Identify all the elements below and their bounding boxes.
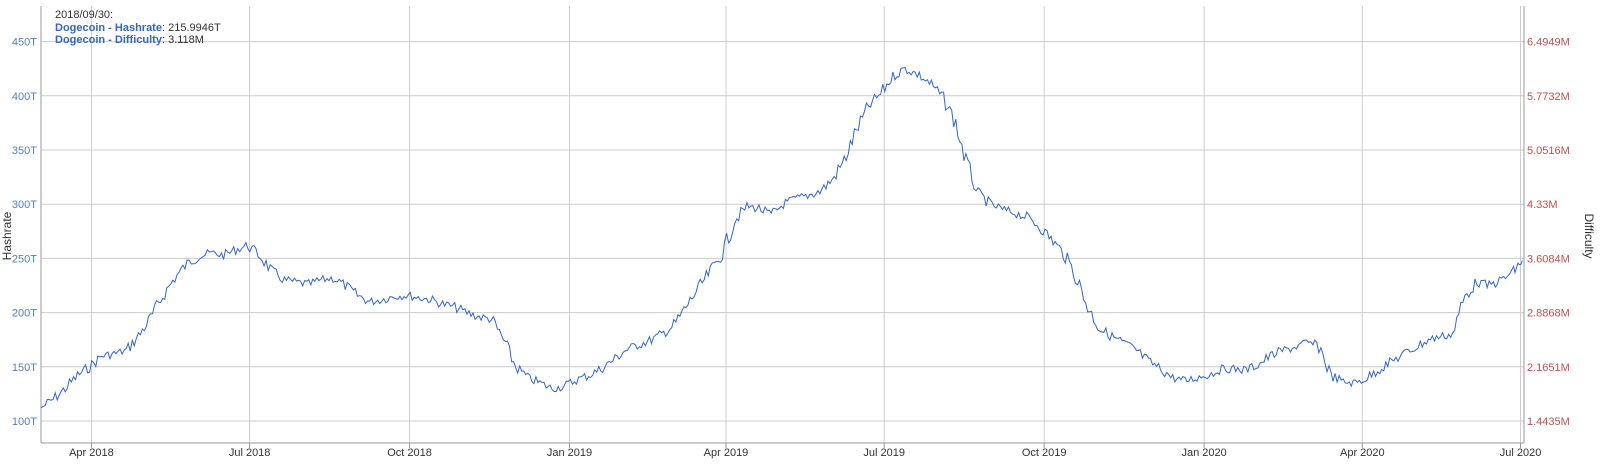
x-tick-label: Apr 2018 (69, 447, 114, 459)
grid-lines (41, 6, 1524, 443)
x-tick-label: Oct 2019 (1022, 447, 1067, 459)
x-tick-label: Apr 2019 (704, 447, 749, 459)
x-tick-label: Jan 2019 (547, 447, 592, 459)
y-tick-label: 300T (12, 199, 37, 211)
right-axis-ticks: 1.4435M 2.1651M 2.8868M 3.6084M 4.33M 5.0516M… (1527, 37, 1570, 428)
y-tick-label: 250T (12, 253, 37, 265)
left-axis-ticks: 100T 150T 200T 250T 300T 350T 400T 450T (12, 37, 37, 428)
y-tick-label: 100T (12, 416, 37, 428)
y2-tick-label: 1.4435M (1527, 416, 1570, 428)
y-tick-label: 200T (12, 308, 37, 320)
x-axis-ticks: Apr 2018 Jul 2018 Oct 2018 Jan 2019 Apr 2019… (69, 443, 1541, 459)
x-tick-label: Oct 2018 (387, 447, 432, 459)
y-axis-title: Hashrate (0, 211, 14, 260)
x-tick-label: Jul 2018 (229, 447, 271, 459)
y2-tick-label: 6.4949M (1527, 37, 1570, 49)
y-tick-label: 450T (12, 37, 37, 49)
y-tick-label: 400T (12, 91, 37, 103)
y2-tick-label: 2.8868M (1527, 308, 1570, 320)
x-tick-label: Jan 2020 (1181, 447, 1226, 459)
hashrate-series-line (40, 67, 1523, 409)
x-tick-label: Jul 2019 (863, 447, 905, 459)
plot-frame (40, 6, 1525, 444)
y2-tick-label: 3.6084M (1527, 253, 1570, 265)
y2-tick-label: 4.33M (1527, 199, 1558, 211)
series-layer (40, 67, 1523, 409)
y2-tick-label: 5.0516M (1527, 145, 1570, 157)
y2-tick-label: 2.1651M (1527, 362, 1570, 374)
x-tick-label: Jul 2020 (1500, 447, 1542, 459)
y2-axis-title: Difficulty (1582, 213, 1596, 258)
x-tick-label: Apr 2020 (1340, 447, 1385, 459)
y-tick-label: 350T (12, 145, 37, 157)
y-tick-label: 150T (12, 362, 37, 374)
y2-tick-label: 5.7732M (1527, 91, 1570, 103)
